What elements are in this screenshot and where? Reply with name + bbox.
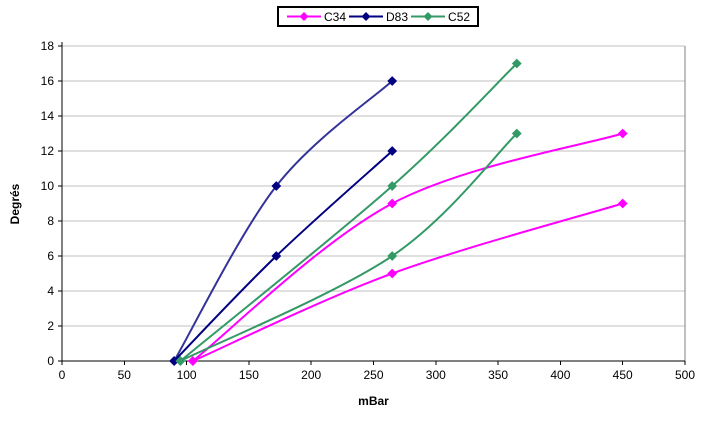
y-axis-title: Degrés <box>8 183 22 225</box>
x-axis-title: mBar <box>358 394 389 408</box>
legend-label: C34 <box>324 9 347 24</box>
x-tick-label-300: 300 <box>426 368 446 382</box>
x-tick-label-250: 250 <box>363 368 383 382</box>
legend-item-C34: C34 <box>286 11 346 23</box>
legend-item-C52: C52 <box>410 11 470 23</box>
y-tick-label-14: 14 <box>41 109 55 123</box>
series-marker-C34-lower-2 <box>617 198 628 209</box>
x-tick-label-500: 500 <box>675 368 695 382</box>
x-tick-label-400: 400 <box>550 368 570 382</box>
y-tick-label-2: 2 <box>47 319 54 333</box>
series-marker-C34-lower-1 <box>387 268 398 279</box>
legend: C34 D83 C52 <box>277 6 480 27</box>
series-marker-C34-upper-2 <box>617 128 628 139</box>
legend-marker-icon-D83 <box>349 12 384 21</box>
x-tick-label-150: 150 <box>239 368 259 382</box>
y-tick-label-8: 8 <box>47 214 54 228</box>
series-marker-C52-lower-1 <box>387 251 398 261</box>
series-line-C34-lower <box>191 202 624 362</box>
series-marker-C34-lower-0 <box>187 356 198 366</box>
legend-label: D83 <box>386 9 409 24</box>
series-marker-D83-upper-2 <box>387 76 398 86</box>
x-tick-label-450: 450 <box>613 368 633 382</box>
series-marker-D83-lower-2 <box>387 146 398 156</box>
series-marker-D83-upper-1 <box>271 181 282 191</box>
x-tick-label-350: 350 <box>488 368 508 382</box>
legend-label: C52 <box>448 9 471 24</box>
y-tick-label-12: 12 <box>41 144 55 158</box>
legend-marker-icon-C52 <box>411 12 446 21</box>
series-marker-C52-lower-0 <box>175 356 186 366</box>
x-tick-label-50: 50 <box>118 368 132 382</box>
y-tick-label-16: 16 <box>41 74 55 88</box>
series-marker-C52-upper-2 <box>511 58 522 69</box>
legend-marker-icon-C34 <box>287 12 321 21</box>
series-line-C52-upper <box>179 62 518 362</box>
series-marker-D83-lower-1 <box>271 251 282 261</box>
series-marker-C52-lower-2 <box>511 128 522 139</box>
y-tick-label-6: 6 <box>47 249 54 263</box>
x-tick-label-100: 100 <box>177 368 197 382</box>
y-tick-label-4: 4 <box>47 284 54 298</box>
legend-item-D83: D83 <box>348 11 408 23</box>
y-tick-label-0: 0 <box>47 354 54 368</box>
y-tick-label-10: 10 <box>41 179 55 193</box>
y-tick-label-18: 18 <box>41 39 55 53</box>
x-tick-label-200: 200 <box>301 368 321 382</box>
x-tick-label-0: 0 <box>59 368 66 382</box>
series-marker-C34-upper-1 <box>387 198 398 209</box>
series-marker-C52-upper-1 <box>387 181 398 191</box>
